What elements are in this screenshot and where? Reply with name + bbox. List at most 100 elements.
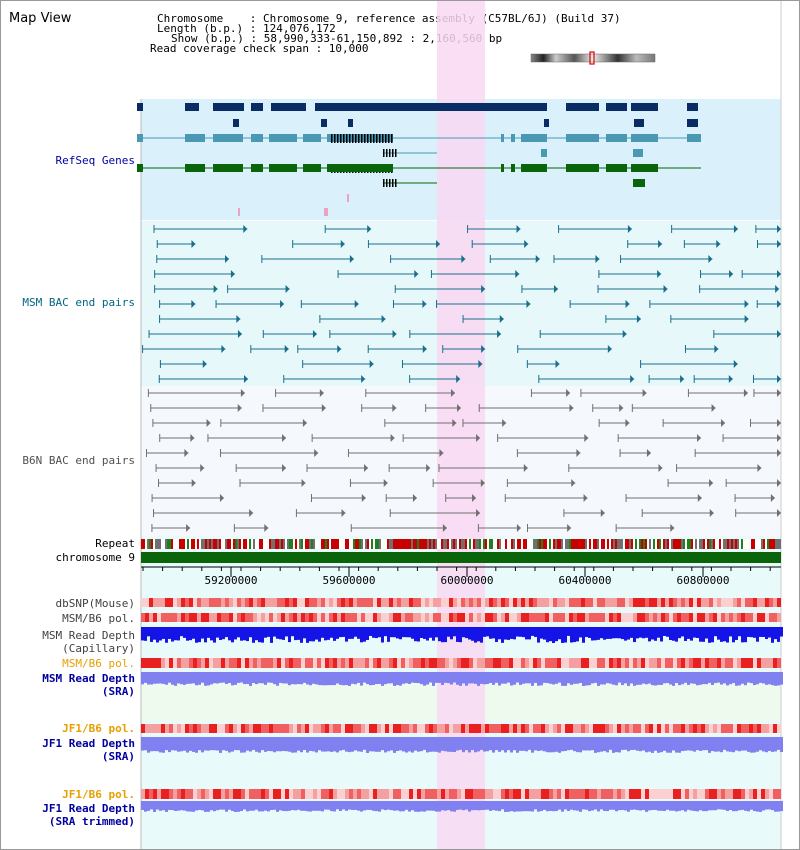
bac-end-pair[interactable] bbox=[700, 270, 734, 278]
bac-end-pair[interactable] bbox=[521, 285, 558, 293]
bac-end-pair[interactable] bbox=[349, 479, 388, 487]
bac-end-pair[interactable] bbox=[755, 225, 781, 233]
bac-end-pair[interactable] bbox=[671, 225, 738, 233]
bac-end-pair[interactable] bbox=[662, 419, 726, 427]
bac-end-pair[interactable] bbox=[752, 375, 781, 383]
bac-end-pair[interactable] bbox=[401, 360, 483, 368]
bac-end-pair[interactable] bbox=[735, 509, 781, 517]
bac-end-pair[interactable] bbox=[497, 434, 589, 442]
bac-end-pair[interactable] bbox=[154, 285, 218, 293]
bac-end-pair[interactable] bbox=[148, 330, 242, 338]
bac-end-pair[interactable] bbox=[409, 330, 502, 338]
bac-end-pair[interactable] bbox=[504, 494, 588, 502]
bac-end-pair[interactable] bbox=[367, 240, 441, 248]
bac-end-pair[interactable] bbox=[676, 464, 762, 472]
bac-end-pair[interactable] bbox=[361, 404, 397, 412]
bac-end-pair[interactable] bbox=[489, 255, 540, 263]
bac-end-pair[interactable] bbox=[393, 300, 427, 308]
bac-end-pair[interactable] bbox=[725, 479, 781, 487]
bac-end-pair[interactable] bbox=[527, 524, 572, 532]
polymorphism-heat-track[interactable] bbox=[141, 613, 781, 622]
bac-end-pair[interactable] bbox=[159, 360, 207, 368]
bac-end-pair[interactable] bbox=[467, 225, 521, 233]
bac-end-pair[interactable] bbox=[250, 345, 289, 353]
bac-end-pair[interactable] bbox=[640, 360, 738, 368]
bac-end-pair[interactable] bbox=[631, 404, 716, 412]
bac-end-pair[interactable] bbox=[649, 300, 749, 308]
bac-end-pair[interactable] bbox=[462, 419, 507, 427]
bac-end-pair[interactable] bbox=[619, 449, 651, 457]
bac-end-pair[interactable] bbox=[302, 360, 374, 368]
bac-end-pair[interactable] bbox=[683, 240, 721, 248]
bac-end-pair[interactable] bbox=[693, 375, 733, 383]
bac-end-pair[interactable] bbox=[152, 419, 211, 427]
gene-model[interactable] bbox=[137, 103, 698, 111]
msm-bac-track[interactable] bbox=[142, 225, 781, 383]
bac-end-pair[interactable] bbox=[297, 345, 342, 353]
bac-end-pair[interactable] bbox=[239, 479, 306, 487]
bac-end-pair[interactable] bbox=[283, 375, 366, 383]
bac-end-pair[interactable] bbox=[292, 240, 345, 248]
bac-end-pair[interactable] bbox=[219, 449, 319, 457]
bac-end-pair[interactable] bbox=[734, 494, 775, 502]
bac-end-pair[interactable] bbox=[597, 285, 668, 293]
gene-model[interactable] bbox=[137, 134, 701, 142]
bac-end-pair[interactable] bbox=[516, 449, 581, 457]
bac-end-pair[interactable] bbox=[147, 389, 245, 397]
bac-end-pair[interactable] bbox=[262, 404, 326, 412]
bac-end-pair[interactable] bbox=[384, 419, 457, 427]
bac-end-pair[interactable] bbox=[430, 270, 520, 278]
bac-end-pair[interactable] bbox=[432, 479, 485, 487]
bac-end-pair[interactable] bbox=[159, 315, 241, 323]
bac-end-pair[interactable] bbox=[215, 300, 285, 308]
bac-end-pair[interactable] bbox=[694, 449, 781, 457]
bac-end-pair[interactable] bbox=[563, 509, 605, 517]
bac-end-pair[interactable] bbox=[220, 419, 307, 427]
bac-end-pair[interactable] bbox=[553, 255, 600, 263]
chromosome-ideogram[interactable] bbox=[530, 51, 656, 65]
bac-end-pair[interactable] bbox=[159, 434, 195, 442]
refseq-genes-track[interactable] bbox=[137, 103, 701, 216]
bac-end-pair[interactable] bbox=[598, 419, 630, 427]
bac-end-pair[interactable] bbox=[306, 464, 369, 472]
bac-end-pair[interactable] bbox=[310, 494, 366, 502]
bac-end-pair[interactable] bbox=[478, 404, 574, 412]
bac-end-pair[interactable] bbox=[329, 330, 397, 338]
bac-end-pair[interactable] bbox=[445, 494, 477, 502]
bac-end-pair[interactable] bbox=[713, 330, 781, 338]
bac-end-pair[interactable] bbox=[158, 479, 196, 487]
bac-end-pair[interactable] bbox=[538, 375, 635, 383]
bac-end-pair[interactable] bbox=[471, 240, 529, 248]
bac-end-pair[interactable] bbox=[568, 464, 663, 472]
bac-end-pair[interactable] bbox=[569, 300, 630, 308]
bac-end-pair[interactable] bbox=[592, 404, 624, 412]
bac-end-pair[interactable] bbox=[235, 464, 287, 472]
bac-end-pair[interactable] bbox=[558, 225, 632, 233]
bac-end-pair[interactable] bbox=[150, 404, 242, 412]
bac-end-pair[interactable] bbox=[617, 434, 702, 442]
read-depth-track[interactable] bbox=[141, 801, 783, 812]
bac-end-pair[interactable] bbox=[365, 389, 456, 397]
bac-end-pair[interactable] bbox=[620, 255, 713, 263]
bac-end-pair[interactable] bbox=[753, 389, 781, 397]
bac-end-pair[interactable] bbox=[598, 270, 662, 278]
bac-end-pair[interactable] bbox=[394, 285, 486, 293]
bac-end-pair[interactable] bbox=[670, 315, 749, 323]
bac-end-pair[interactable] bbox=[756, 300, 781, 308]
bac-end-pair[interactable] bbox=[757, 240, 781, 248]
bac-end-pair[interactable] bbox=[295, 509, 346, 517]
bac-end-pair[interactable] bbox=[390, 255, 466, 263]
bac-end-pair[interactable] bbox=[615, 524, 675, 532]
bac-end-pair[interactable] bbox=[153, 509, 254, 517]
bac-end-pair[interactable] bbox=[526, 360, 560, 368]
bac-end-pair[interactable] bbox=[580, 389, 647, 397]
bac-end-pair[interactable] bbox=[605, 315, 641, 323]
bac-end-pair[interactable] bbox=[151, 494, 224, 502]
bac-end-pair[interactable] bbox=[311, 434, 395, 442]
bac-end-pair[interactable] bbox=[425, 404, 461, 412]
bac-end-pair[interactable] bbox=[402, 434, 481, 442]
bac-end-pair[interactable] bbox=[156, 240, 196, 248]
bac-end-pair[interactable] bbox=[261, 255, 354, 263]
bac-end-pair[interactable] bbox=[233, 524, 269, 532]
